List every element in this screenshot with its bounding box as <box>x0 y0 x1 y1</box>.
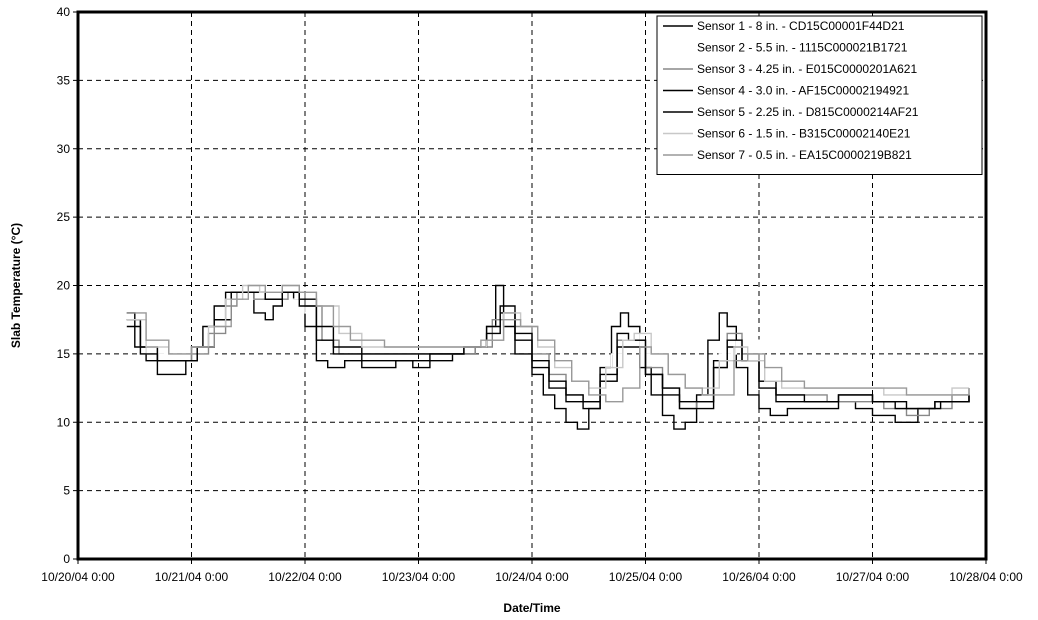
legend-label: Sensor 5 - 2.25 in. - D815C0000214AF21 <box>697 105 919 119</box>
x-tick-label: 10/27/04 0:00 <box>836 570 910 584</box>
y-axis-ticks: 0 5 10 15 20 25 30 35 40 <box>57 5 78 566</box>
legend-label: Sensor 7 - 0.5 in. - EA15C0000219B821 <box>697 148 912 162</box>
legend-box <box>656 15 983 175</box>
legend: Sensor 1 - 8 in. - CD15C00001F44D21 Senso… <box>656 15 983 175</box>
x-axis-title: Date/Time <box>503 601 560 615</box>
y-tick-label: 40 <box>57 5 71 19</box>
x-axis-ticks: 10/20/04 0:00 10/21/04 0:00 10/22/04 0:00 1… <box>41 559 1023 584</box>
legend-label: Sensor 6 - 1.5 in. - B315C00002140E21 <box>697 127 911 141</box>
y-tick-label: 10 <box>57 415 71 429</box>
y-axis-title: Slab Temperature (°C) <box>9 223 23 348</box>
x-tick-label: 10/24/04 0:00 <box>495 570 569 584</box>
y-tick-label: 15 <box>57 347 71 361</box>
series-line-sensor-1 <box>126 284 970 430</box>
y-tick-label: 5 <box>63 484 70 498</box>
series-line-sensor-7 <box>126 284 970 403</box>
legend-label: Sensor 4 - 3.0 in. - AF15C00002194921 <box>697 84 909 98</box>
y-tick-label: 25 <box>57 210 71 224</box>
x-tick-label: 10/28/04 0:00 <box>949 570 1023 584</box>
y-tick-label: 35 <box>57 73 71 87</box>
legend-label: Sensor 3 - 4.25 in. - E015C0000201A621 <box>697 62 917 76</box>
x-tick-label: 10/25/04 0:00 <box>609 570 683 584</box>
x-tick-label: 10/26/04 0:00 <box>722 570 796 584</box>
y-tick-label: 30 <box>57 142 71 156</box>
y-tick-label: 20 <box>57 279 71 293</box>
legend-label: Sensor 1 - 8 in. - CD15C00001F44D21 <box>697 19 905 33</box>
series-layer <box>126 284 970 430</box>
x-tick-label: 10/21/04 0:00 <box>155 570 229 584</box>
x-tick-label: 10/22/04 0:00 <box>268 570 342 584</box>
x-tick-label: 10/20/04 0:00 <box>41 570 115 584</box>
x-tick-label: 10/23/04 0:00 <box>382 570 456 584</box>
y-tick-label: 0 <box>63 552 70 566</box>
legend-label: Sensor 2 - 5.5 in. - 1115C000021B1721 <box>697 41 908 55</box>
